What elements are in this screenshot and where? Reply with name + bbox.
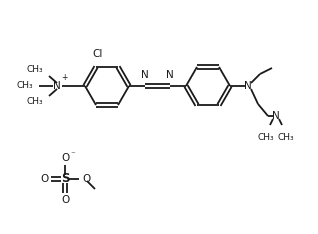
Text: O: O bbox=[61, 195, 69, 205]
Text: N: N bbox=[166, 70, 174, 80]
Text: N: N bbox=[53, 81, 61, 91]
Text: Cl: Cl bbox=[93, 49, 103, 59]
Text: O: O bbox=[82, 174, 90, 184]
Text: +: + bbox=[61, 73, 67, 82]
Text: CH₃: CH₃ bbox=[26, 98, 43, 106]
Text: O: O bbox=[61, 153, 69, 163]
Text: CH₃: CH₃ bbox=[26, 66, 43, 74]
Text: O: O bbox=[41, 174, 49, 184]
Text: S: S bbox=[61, 172, 69, 186]
Text: CH₃: CH₃ bbox=[258, 133, 274, 142]
Text: N: N bbox=[272, 111, 280, 121]
Text: ⁻: ⁻ bbox=[70, 150, 75, 159]
Text: N: N bbox=[244, 81, 252, 91]
Text: CH₃: CH₃ bbox=[16, 81, 33, 91]
Text: N: N bbox=[141, 70, 149, 80]
Text: CH₃: CH₃ bbox=[278, 133, 294, 142]
